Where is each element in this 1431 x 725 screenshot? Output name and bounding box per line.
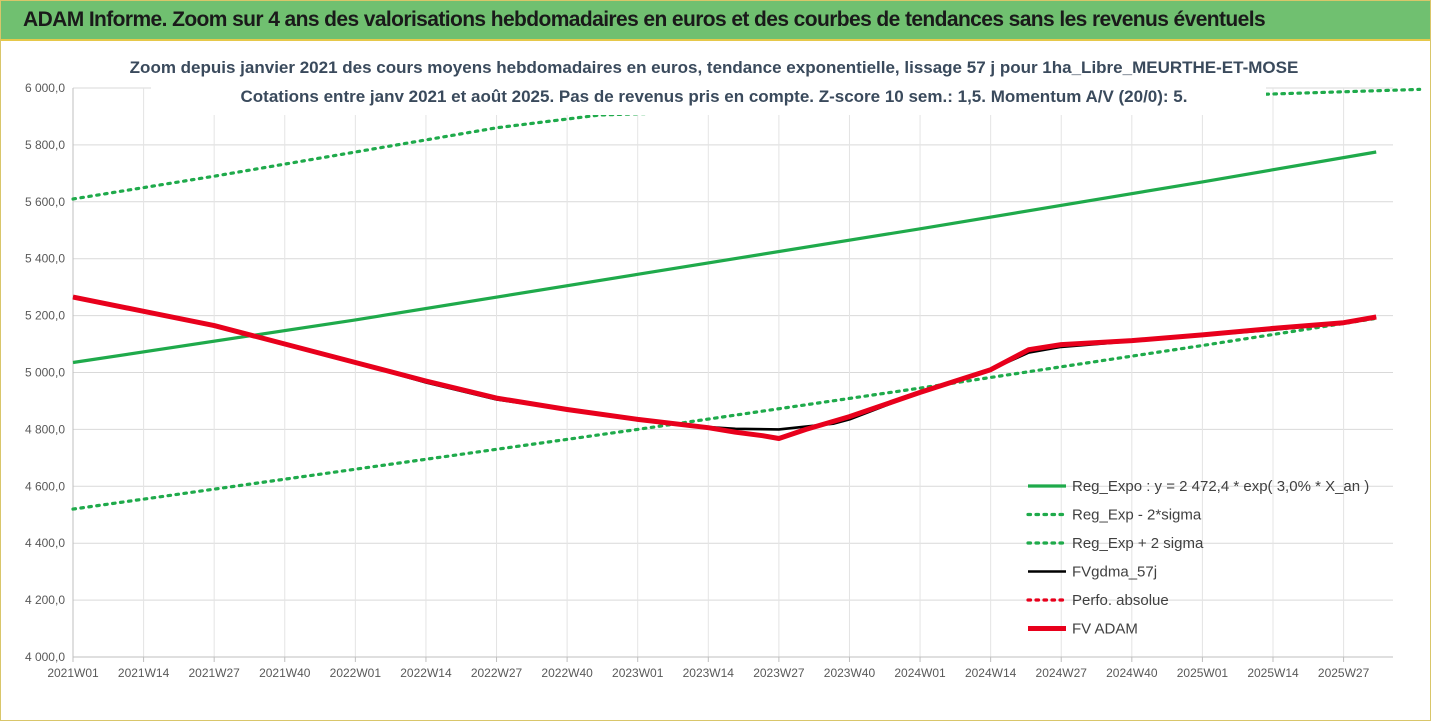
line-chart: 4 000,0 4 200,0 4 400,0 4 600,0 4 800,0 5 000…	[25, 55, 1422, 680]
y-tick-label: 4 800,0	[25, 422, 65, 436]
x-tick-label: 2024W27	[1036, 666, 1088, 680]
x-tick-label: 2023W14	[683, 666, 735, 680]
series-line-4	[72, 295, 1377, 431]
series-line-2	[71, 316, 1378, 511]
x-tick-label: 2021W14	[118, 666, 170, 680]
chart-area: 4 000,0 4 200,0 4 400,0 4 600,0 4 800,0 5 000…	[1, 41, 1430, 720]
y-tick-label: 4 000,0	[25, 650, 65, 664]
y-tick-label: 5 400,0	[25, 252, 65, 266]
series-line-1	[72, 150, 1377, 365]
axes: 4 000,0 4 200,0 4 400,0 4 600,0 4 800,0 5 000…	[25, 81, 1393, 680]
x-tick-label: 2025W01	[1177, 666, 1229, 680]
legend-entry: Reg_Expo : y = 2 472,4 * exp( 3,0% * X_a…	[1072, 478, 1369, 495]
x-tick-label: 2022W40	[541, 666, 593, 680]
x-tick-label: 2024W40	[1106, 666, 1158, 680]
y-tick-label: 6 000,0	[25, 81, 65, 95]
x-tick-label: 2021W01	[47, 666, 99, 680]
legend-entry: FVgdma_57j	[1072, 564, 1157, 581]
x-tick-label: 2023W40	[824, 666, 876, 680]
x-tick-label: 2023W01	[612, 666, 664, 680]
y-tick-label: 4 400,0	[25, 536, 65, 550]
y-tick-label: 5 200,0	[25, 309, 65, 323]
legend-entry: Perfo. absolue	[1072, 592, 1169, 609]
chart-title-line-1: Zoom depuis janvier 2021 des cours moyen…	[130, 58, 1299, 77]
x-tick-label: 2023W27	[753, 666, 805, 680]
x-tick-label: 2022W01	[330, 666, 382, 680]
legend-entry: FV ADAM	[1072, 621, 1138, 638]
y-tick-label: 4 600,0	[25, 479, 65, 493]
y-tick-label: 4 200,0	[25, 593, 65, 607]
report-title: ADAM Informe. Zoom sur 4 ans des valoris…	[23, 8, 1266, 31]
x-tick-label: 2024W01	[894, 666, 946, 680]
chart-title-line-2: Cotations entre janv 2021 et août 2025. …	[241, 87, 1188, 106]
legend-entry: Reg_Exp + 2 sigma	[1072, 535, 1204, 552]
series-line-6	[72, 294, 1377, 441]
legend: Reg_Expo : y = 2 472,4 * exp( 3,0% * X_a…	[1026, 478, 1369, 638]
legend-entry: Reg_Exp - 2*sigma	[1072, 507, 1202, 524]
series-lines	[71, 55, 1422, 511]
report-header: ADAM Informe. Zoom sur 4 ans des valoris…	[1, 1, 1430, 41]
y-tick-label: 5 000,0	[25, 366, 65, 380]
x-tick-label: 2024W14	[965, 666, 1017, 680]
x-tick-label: 2021W27	[188, 666, 240, 680]
x-tick-label: 2025W27	[1318, 666, 1370, 680]
x-tick-label: 2021W40	[259, 666, 311, 680]
y-tick-label: 5 800,0	[25, 138, 65, 152]
title-background	[151, 55, 1266, 115]
x-tick-label: 2025W14	[1247, 666, 1299, 680]
x-tick-label: 2022W14	[400, 666, 452, 680]
y-tick-label: 5 600,0	[25, 195, 65, 209]
x-tick-label: 2022W27	[471, 666, 523, 680]
gridlines	[72, 87, 1393, 658]
series-line-3	[71, 87, 1422, 201]
